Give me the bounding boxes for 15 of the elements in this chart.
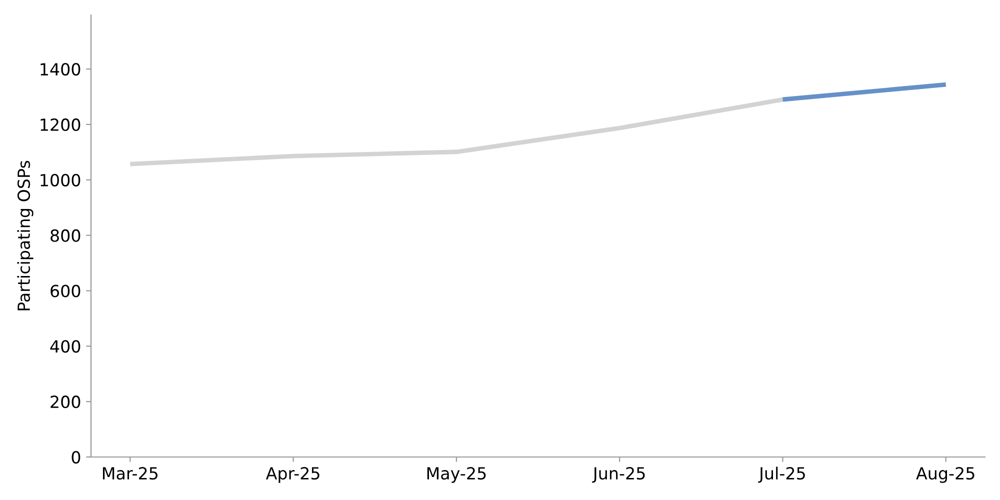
y-tick-label: 1400	[40, 63, 80, 76]
y-tick-label: 800	[50, 229, 80, 242]
y-tick-label: 200	[50, 396, 80, 408]
x-tick-label: Apr-25	[266, 467, 320, 483]
x-tick-label: May-25	[427, 467, 486, 483]
x-tick-label: Aug-25	[916, 467, 974, 483]
y-axis-title: Participating OSPs	[17, 160, 34, 310]
x-tick-label: Jul-25	[758, 466, 805, 483]
x-tick-label: Jun-25	[592, 467, 645, 483]
y-tick-label: 1200	[40, 118, 80, 132]
y-tick-label: 0	[72, 450, 80, 464]
y-tick-label: 1000	[40, 174, 80, 186]
y-tick-label: 400	[50, 340, 80, 353]
y-tick-label: 600	[50, 284, 80, 298]
x-tick-label: Mar-25	[102, 467, 158, 480]
